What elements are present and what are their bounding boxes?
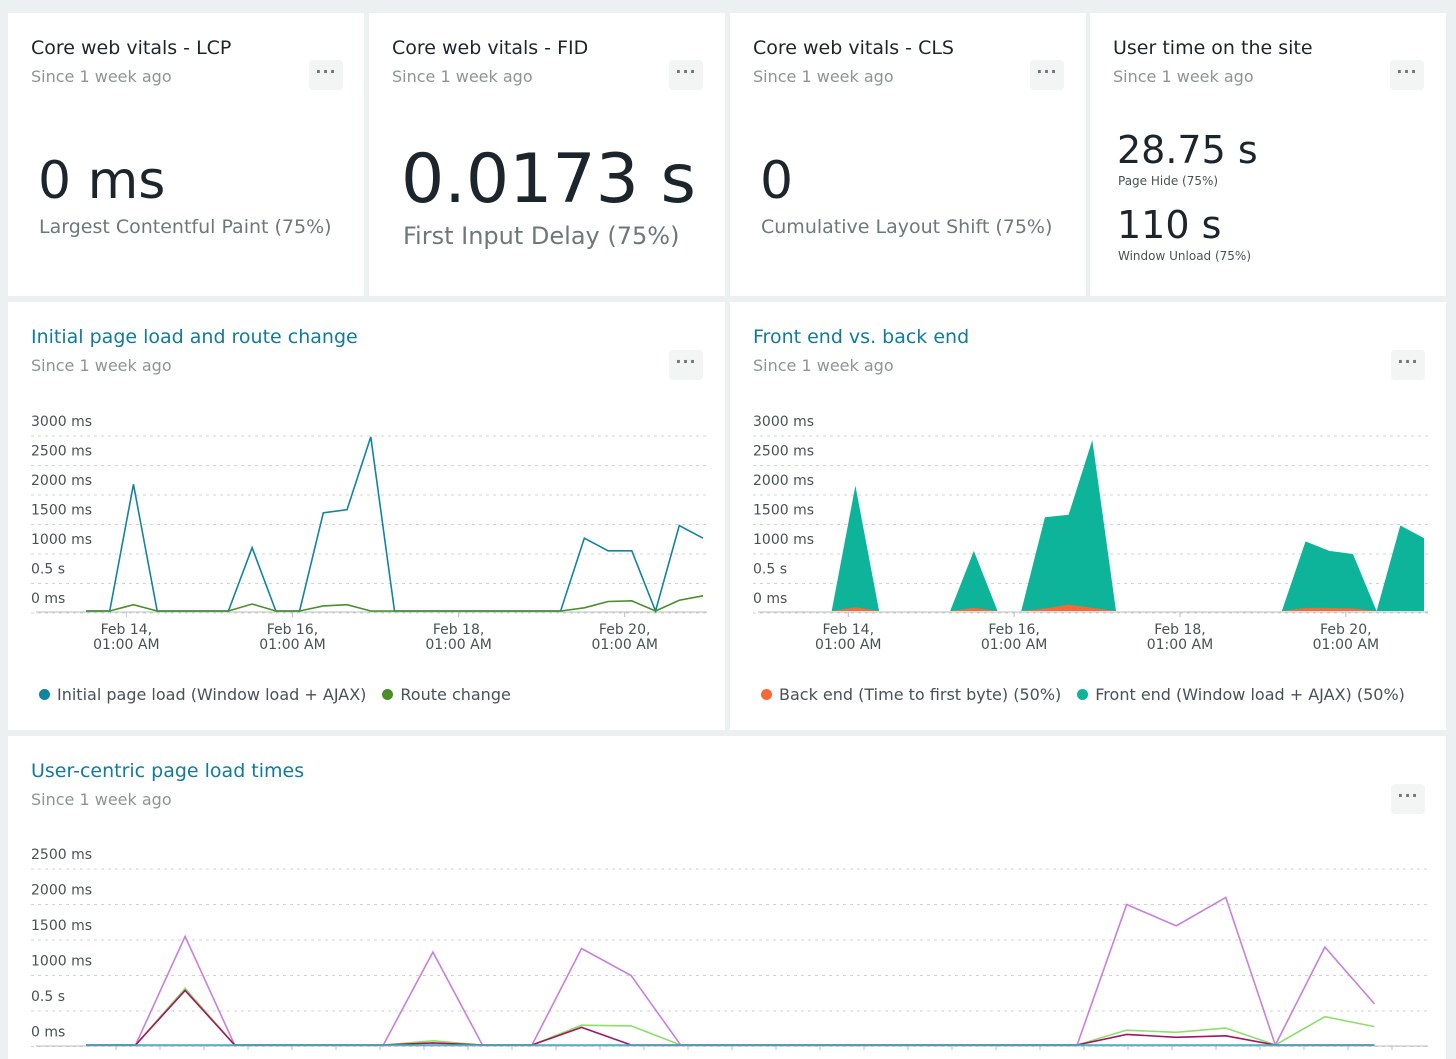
y-tick-label: 0.5 s xyxy=(31,562,65,578)
card-cls: Core web vitals - CLS Since 1 week ago ·… xyxy=(730,13,1086,296)
y-tick-label: 0 ms xyxy=(753,591,787,607)
card-since: Since 1 week ago xyxy=(753,356,894,375)
card-lcp: Core web vitals - LCP Since 1 week ago ·… xyxy=(8,13,364,296)
y-tick-label: 2500 ms xyxy=(753,444,814,460)
y-tick-label: 3000 ms xyxy=(31,414,92,430)
legend-dot xyxy=(761,689,772,700)
more-options-button[interactable]: ··· xyxy=(1390,60,1424,90)
card-title: Core web vitals - FID xyxy=(392,37,589,59)
legend-item-front-end[interactable]: Front end (Window load + AJAX) (50%) xyxy=(1077,685,1405,704)
window-unload-value: 110 s xyxy=(1117,203,1222,247)
more-options-button[interactable]: ··· xyxy=(1030,60,1064,90)
fid-label: First Input Delay (75%) xyxy=(403,222,680,250)
more-options-button[interactable]: ··· xyxy=(1391,784,1425,814)
legend-dot xyxy=(382,689,394,700)
y-tick-label: 1000 ms xyxy=(31,532,92,548)
y-tick-label: 3000 ms xyxy=(753,414,814,430)
card-title: Core web vitals - LCP xyxy=(31,37,232,59)
x-tick-label: 01:00 AM xyxy=(425,637,491,653)
legend-label: Route change xyxy=(400,685,511,704)
x-tick-label: Feb 20, xyxy=(599,622,651,638)
x-tick-label: Feb 16, xyxy=(988,622,1040,638)
y-tick-label: 1000 ms xyxy=(31,954,92,970)
card-since: Since 1 week ago xyxy=(31,67,172,86)
area-series-1 xyxy=(808,440,1424,611)
line-series-2 xyxy=(86,989,1375,1046)
initial-load-chart: 3000 ms 2500 ms 2000 ms 1500 ms 1000 ms 0.5 s… xyxy=(31,414,707,653)
y-tick-label: 2500 ms xyxy=(31,847,92,863)
y-tick-label: 0.5 s xyxy=(31,989,65,1005)
cls-label: Cumulative Layout Shift (75%) xyxy=(761,216,1053,238)
x-tick-label: 01:00 AM xyxy=(815,637,881,653)
legend-item-initial-load[interactable]: Initial page load (Window load + AJAX) xyxy=(39,685,366,704)
panel-user-centric: User-centric page load times Since 1 wee… xyxy=(8,736,1446,1059)
legend-item-route-change[interactable]: Route change xyxy=(382,685,511,704)
line-series-0 xyxy=(86,436,704,614)
user-centric-chart: 2500 ms 2000 ms 1500 ms 1000 ms 0.5 s 0 ms xyxy=(31,847,1428,1050)
card-time-on-site: User time on the site Since 1 week ago ·… xyxy=(1090,13,1446,296)
card-since: Since 1 week ago xyxy=(31,790,172,809)
window-unload-label: Window Unload (75%) xyxy=(1118,249,1252,263)
card-since: Since 1 week ago xyxy=(1113,67,1254,86)
panel-title-link[interactable]: Front end vs. back end xyxy=(753,326,970,348)
legend-dot xyxy=(39,689,50,700)
x-tick-label: Feb 14, xyxy=(101,622,153,638)
y-tick-label: 1500 ms xyxy=(753,503,814,519)
card-since: Since 1 week ago xyxy=(753,67,894,86)
lcp-value: 0 ms xyxy=(38,151,166,211)
cls-value: 0 xyxy=(760,151,794,211)
y-tick-label: 2000 ms xyxy=(753,473,814,489)
chart-legend: Back end (Time to first byte) (50%) Fron… xyxy=(761,685,1421,704)
y-tick-label: 1500 ms xyxy=(31,918,92,934)
x-tick-label: Feb 20, xyxy=(1320,622,1372,638)
x-tick-label: Feb 14, xyxy=(823,622,875,638)
y-tick-label: 2000 ms xyxy=(31,473,92,489)
x-tick-label: Feb 18, xyxy=(1154,622,1206,638)
y-tick-label: 0.5 s xyxy=(753,562,787,578)
x-tick-label: 01:00 AM xyxy=(1313,637,1379,653)
page-hide-value: 28.75 s xyxy=(1117,128,1258,172)
area-series-0 xyxy=(808,604,1424,611)
card-title: User time on the site xyxy=(1113,37,1313,59)
panel-initial-page-load: Initial page load and route change Since… xyxy=(8,302,725,730)
front-vs-back-chart: 3000 ms 2500 ms 2000 ms 1500 ms 1000 ms 0.5 s… xyxy=(753,414,1428,653)
more-options-button[interactable]: ··· xyxy=(1391,350,1425,380)
x-tick-label: 01:00 AM xyxy=(93,637,159,653)
more-options-button[interactable]: ··· xyxy=(669,350,703,380)
page-hide-label: Page Hide (75%) xyxy=(1118,174,1219,188)
x-tick-label: Feb 18, xyxy=(433,622,485,638)
legend-label: Front end (Window load + AJAX) (50%) xyxy=(1095,685,1405,704)
lcp-label: Largest Contentful Paint (75%) xyxy=(39,216,332,238)
y-tick-label: 0 ms xyxy=(31,591,65,607)
card-since: Since 1 week ago xyxy=(392,67,533,86)
y-tick-label: 1500 ms xyxy=(31,503,92,519)
panel-title-link[interactable]: User-centric page load times xyxy=(31,760,305,782)
x-tick-label: 01:00 AM xyxy=(259,637,325,653)
card-title: Core web vitals - CLS xyxy=(753,37,954,59)
legend-dot xyxy=(1077,689,1089,700)
panel-front-vs-back: Front end vs. back end Since 1 week ago … xyxy=(730,302,1446,730)
y-tick-label: 2000 ms xyxy=(31,883,92,899)
legend-label: Back end (Time to first byte) (50%) xyxy=(779,685,1062,704)
x-tick-label: 01:00 AM xyxy=(1147,637,1213,653)
fid-value: 0.0173 s xyxy=(401,140,696,219)
y-tick-label: 2500 ms xyxy=(31,444,92,460)
legend-item-back-end[interactable]: Back end (Time to first byte) (50%) xyxy=(761,685,1061,704)
chart-legend: Initial page load (Window load + AJAX) R… xyxy=(39,685,527,704)
legend-label: Initial page load (Window load + AJAX) xyxy=(57,685,367,704)
more-options-button[interactable]: ··· xyxy=(669,60,703,90)
line-series-0 xyxy=(86,896,1376,1048)
card-fid: Core web vitals - FID Since 1 week ago ·… xyxy=(369,13,725,296)
x-tick-label: Feb 16, xyxy=(267,622,319,638)
panel-title-link[interactable]: Initial page load and route change xyxy=(31,326,358,348)
line-series-1 xyxy=(86,595,704,612)
x-tick-label: 01:00 AM xyxy=(981,637,1047,653)
more-options-button[interactable]: ··· xyxy=(309,60,343,90)
x-tick-label: 01:00 AM xyxy=(591,637,657,653)
y-tick-label: 1000 ms xyxy=(753,532,814,548)
card-since: Since 1 week ago xyxy=(31,356,172,375)
y-tick-label: 0 ms xyxy=(31,1025,65,1041)
